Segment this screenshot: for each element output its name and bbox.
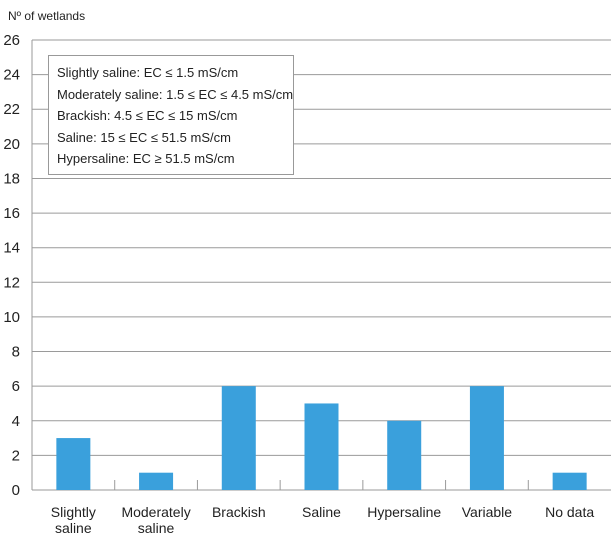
bar <box>139 472 174 490</box>
y-tick-label: 6 <box>12 378 20 395</box>
legend-line-moderately-saline: Moderately saline: 1.5 ≤ EC ≤ 4.5 mS/cm <box>57 86 294 102</box>
category-label: Slightly saline <box>51 504 96 536</box>
category-label: Brackish <box>212 504 266 520</box>
legend-line-slightly-saline: Slightly saline: EC ≤ 1.5 mS/cm <box>57 65 239 80</box>
category-label: No data <box>545 504 594 520</box>
y-tick-label: 4 <box>12 413 20 430</box>
category-label: Moderately saline <box>121 504 190 536</box>
y-tick-label: 10 <box>3 309 20 326</box>
category-label: Saline <box>302 504 341 520</box>
y-tick-label: 0 <box>12 482 20 499</box>
y-tick-label: 26 <box>3 32 20 49</box>
y-tick-label: 12 <box>3 274 20 291</box>
legend-line-hypersaline: Hypersaline: EC ≥ 51.5 mS/cm <box>57 151 235 166</box>
y-tick-label: 14 <box>3 240 20 257</box>
bar <box>469 386 504 490</box>
legend-line-saline: Saline: 15 ≤ EC ≤ 51.5 mS/cm <box>57 129 231 145</box>
y-tick-label: 8 <box>12 344 20 361</box>
bar <box>552 472 587 490</box>
y-tick-label: 24 <box>3 67 20 84</box>
bar <box>304 403 339 490</box>
bars <box>56 386 587 490</box>
y-tick-label: 18 <box>3 170 20 187</box>
y-tick-label: 16 <box>3 205 20 222</box>
y-tick-label: 2 <box>12 447 20 464</box>
y-tick-label: 22 <box>3 101 20 118</box>
category-label: Hypersaline <box>367 504 441 520</box>
category-labels: Slightly saline Moderately saline Brackish Sa… <box>51 504 595 536</box>
y-tick-label: 20 <box>3 136 20 153</box>
bar <box>56 438 91 490</box>
y-axis-label: Nº of wetlands <box>8 9 86 23</box>
legend-box: Slightly saline: EC ≤ 1.5 mS/cm Moderate… <box>48 55 294 175</box>
bar <box>221 386 256 490</box>
x-tick-marks <box>114 480 529 490</box>
category-label: Variable <box>462 504 513 520</box>
bar <box>387 420 422 490</box>
legend-line-brackish: Brackish: 4.5 ≤ EC ≤ 15 mS/cm <box>57 108 238 123</box>
